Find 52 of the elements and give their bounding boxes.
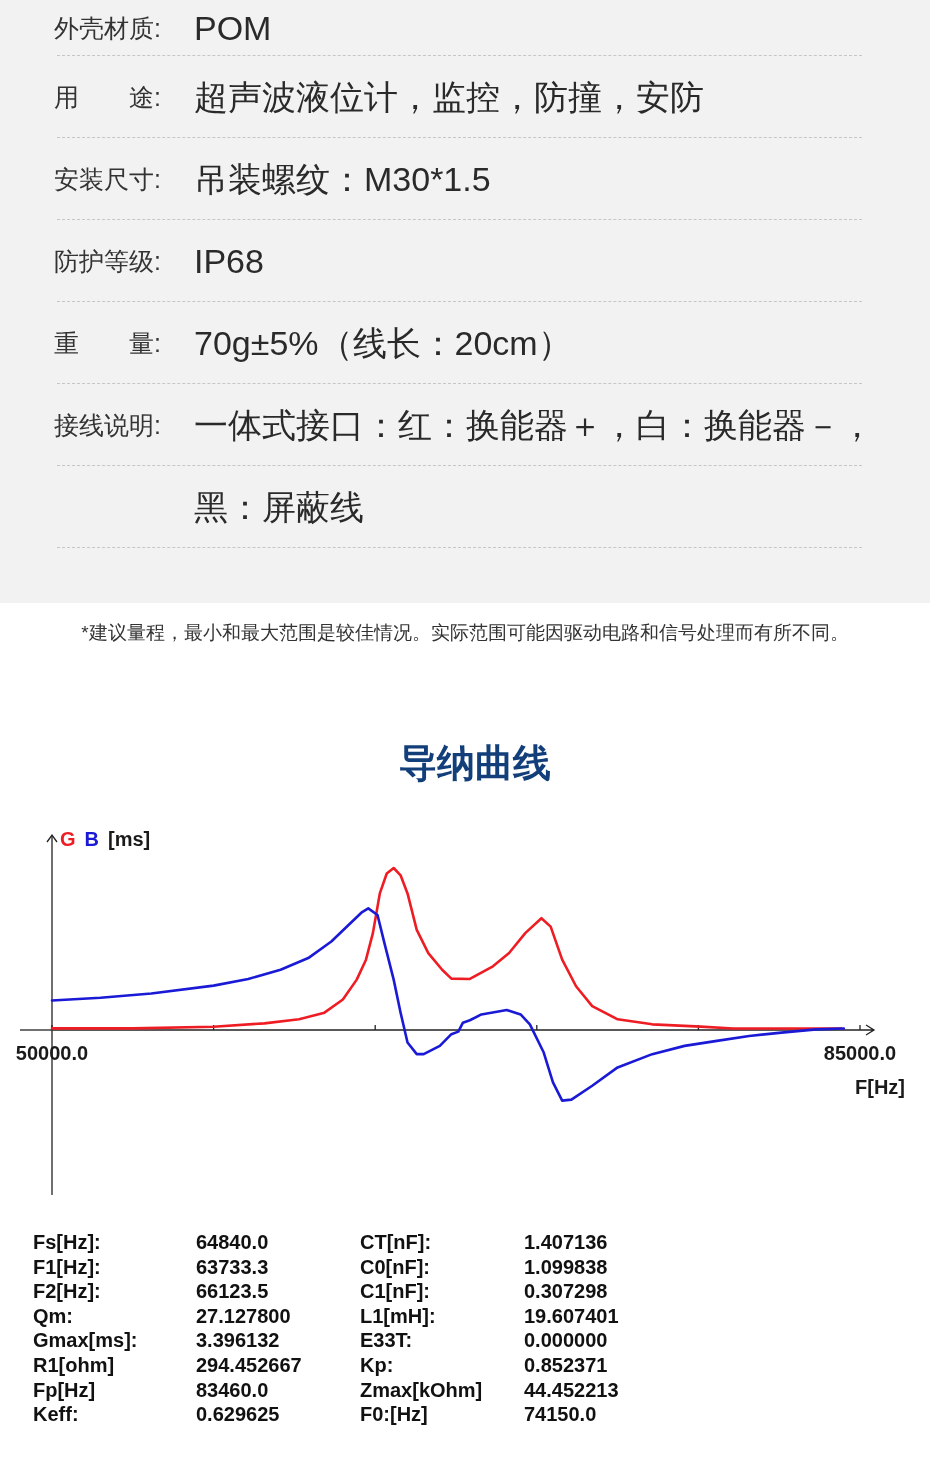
spec-value: POM: [194, 8, 272, 49]
annotation: Fp[Hz]: [33, 1378, 96, 1401]
spec-label: 接线说明:: [54, 410, 161, 441]
annotation: Qm:: [33, 1304, 73, 1327]
legend-item: B: [84, 828, 99, 850]
annotation: F1[Hz]:: [33, 1255, 101, 1278]
ylabel: [ms]: [108, 828, 151, 850]
annotation: CT[nF]:: [360, 1231, 432, 1253]
annotation: F0:[Hz]: [360, 1403, 428, 1426]
annotation: 44.452213: [524, 1378, 619, 1401]
spec-label: 外壳材质:: [54, 13, 161, 44]
spec-value: 黑：屏蔽线: [194, 487, 364, 528]
annotation: 19.607401: [524, 1304, 619, 1327]
spec-value: 一体式接口：红：换能器＋，白：换能器－，: [194, 405, 874, 446]
annotation: F2[Hz]:: [33, 1280, 101, 1303]
annotation: 0.000000: [524, 1329, 608, 1352]
annotation: Zmax[kOhm]: [360, 1378, 483, 1401]
annotation: L1[mH]:: [360, 1304, 436, 1327]
annotation: E33T:: [360, 1329, 413, 1352]
spec-value: 超声波液位计，监控，防撞，安防: [194, 77, 704, 118]
xlabel: F[Hz]: [855, 1076, 905, 1098]
annotation: Kp:: [360, 1354, 394, 1376]
annotation: Fs[Hz]:: [33, 1231, 101, 1253]
annotation: 0.307298: [524, 1280, 608, 1303]
annotation: 3.396132: [196, 1329, 280, 1352]
spec-label: 防护等级:: [54, 246, 161, 277]
annotation: 74150.0: [524, 1403, 597, 1426]
annotation: 1.099838: [524, 1255, 608, 1278]
annotation: Keff:: [33, 1403, 79, 1426]
spec-value: 70g±5%（线长：20cm）: [194, 323, 572, 364]
annotation: Gmax[ms]:: [33, 1329, 138, 1352]
annotation: R1[ohm]: [33, 1354, 115, 1376]
annotation: 0.629625: [196, 1403, 280, 1426]
legend-item: G: [60, 828, 76, 850]
annotation: 66123.5: [196, 1280, 269, 1303]
annotation: 0.852371: [524, 1354, 608, 1376]
annotation: C0[nF]:: [360, 1255, 430, 1278]
annotation: 1.407136: [524, 1231, 608, 1253]
spec-value: 吊装螺纹：M30*1.5: [194, 159, 491, 200]
spec-value: IP68: [194, 241, 264, 282]
annotation: 294.452667: [196, 1354, 302, 1376]
note: *建议量程，最小和最大范围是较佳情况。实际范围可能因驱动电路和信号处理而有所不同。: [80, 621, 850, 645]
annotation: 27.127800: [196, 1304, 291, 1327]
annotation: 63733.3: [196, 1255, 269, 1278]
title: 导纳曲线: [399, 742, 551, 784]
spec-label: 用 途:: [54, 82, 161, 113]
annotation: C1[nF]:: [360, 1280, 430, 1303]
xtick-label: 85000.0: [823, 1042, 897, 1064]
spec-label: 重 量:: [54, 328, 161, 359]
spec-label: 安装尺寸:: [54, 164, 161, 195]
annotation: 64840.0: [196, 1231, 269, 1253]
annotation: 83460.0: [196, 1378, 269, 1401]
